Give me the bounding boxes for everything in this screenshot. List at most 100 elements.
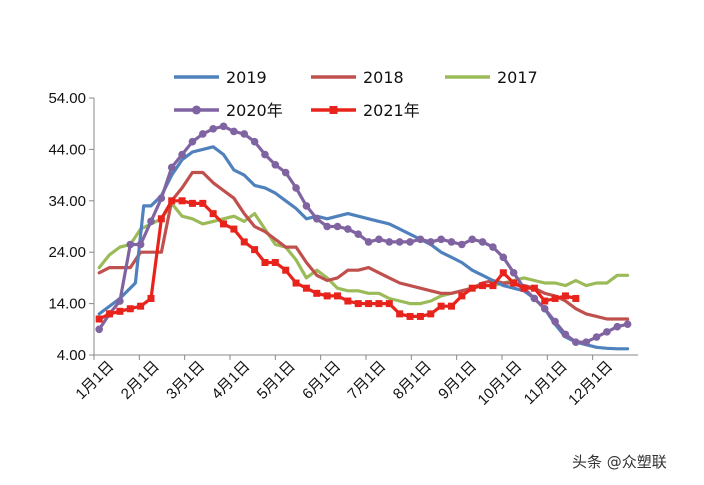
data-point: [489, 243, 497, 251]
data-point: [209, 210, 217, 218]
data-point: [437, 302, 445, 310]
data-point: [178, 197, 186, 205]
data-point: [427, 310, 435, 318]
data-point: [385, 238, 394, 246]
legend-label: 2021年: [363, 101, 420, 120]
data-point: [592, 333, 601, 341]
data-point: [219, 122, 228, 131]
data-point: [116, 297, 124, 305]
y-tick-label: 34.00: [48, 193, 86, 210]
data-point: [541, 297, 549, 305]
data-point: [406, 312, 414, 320]
data-point: [261, 150, 269, 159]
data-point: [344, 297, 352, 305]
data-point: [458, 292, 466, 300]
data-point: [116, 307, 124, 315]
y-tick-label: 44.00: [48, 141, 86, 158]
legend-label: 2017: [497, 68, 538, 87]
data-point: [375, 300, 383, 308]
data-point: [520, 284, 528, 292]
data-point: [613, 322, 622, 331]
data-point: [209, 125, 217, 133]
data-point: [551, 294, 559, 302]
legend-item: 2017: [445, 68, 538, 87]
legend: 2019 2018 2017 2020年 2021年: [174, 68, 538, 120]
series-4: [95, 197, 580, 323]
data-point: [157, 194, 166, 203]
data-point: [416, 312, 424, 320]
data-point: [302, 202, 311, 210]
y-tick-label: 4.00: [57, 347, 86, 364]
data-point: [136, 240, 145, 249]
data-point: [302, 284, 310, 292]
x-tick-label: 7月1日: [344, 358, 389, 403]
data-point: [334, 292, 342, 300]
data-point: [167, 163, 176, 172]
x-tick-label: 1月1日: [72, 358, 117, 403]
series-1: [97, 170, 630, 321]
data-point: [572, 294, 580, 302]
data-point: [250, 137, 259, 146]
series-3: [95, 122, 632, 346]
data-point: [178, 150, 186, 159]
data-point: [458, 240, 466, 249]
data-point: [540, 304, 549, 313]
data-point: [530, 294, 539, 303]
data-point: [126, 305, 134, 313]
data-point: [395, 238, 404, 246]
data-point: [572, 338, 580, 346]
data-point: [323, 222, 331, 231]
x-tick-label: 9月1日: [435, 358, 480, 403]
data-point: [251, 246, 259, 254]
data-point: [95, 325, 103, 334]
data-point: [271, 161, 280, 169]
data-point: [261, 258, 269, 266]
data-point: [292, 184, 300, 192]
data-point: [364, 238, 373, 246]
x-tick-label: 5月1日: [254, 358, 299, 403]
data-point: [220, 220, 228, 228]
legend-marker: [329, 106, 338, 114]
series-0: [97, 145, 630, 351]
data-point: [551, 317, 559, 326]
data-point: [375, 235, 383, 244]
data-point: [230, 127, 238, 136]
data-point: [271, 258, 279, 266]
legend-label: 2019: [226, 68, 267, 87]
data-point: [582, 338, 590, 346]
data-point: [468, 284, 476, 292]
watermark: 头条 @众塑联: [572, 453, 667, 471]
x-tick-label: 2月1日: [118, 358, 163, 403]
data-point: [95, 315, 103, 323]
series-line: [97, 124, 630, 344]
y-tick-label: 54.00: [48, 90, 86, 107]
data-point: [468, 235, 477, 244]
legend-label: 2018: [363, 68, 404, 87]
x-tick-label: 6月1日: [299, 358, 344, 403]
data-point: [147, 294, 155, 302]
data-point: [479, 282, 487, 290]
data-point: [240, 238, 248, 246]
data-point: [509, 268, 518, 277]
data-point: [147, 217, 155, 226]
legend-item: 2021年: [311, 101, 420, 120]
data-point: [199, 130, 207, 138]
data-point: [188, 199, 196, 207]
legend-item: 2020年: [174, 101, 283, 120]
data-point: [282, 266, 290, 274]
series-line: [97, 201, 630, 306]
y-tick-label: 14.00: [48, 296, 86, 313]
data-point: [499, 269, 507, 277]
data-point: [416, 235, 425, 244]
data-point: [354, 300, 362, 308]
data-point: [437, 235, 445, 244]
data-point: [126, 240, 135, 249]
data-point: [489, 282, 497, 290]
data-point: [365, 300, 373, 308]
data-point: [168, 197, 176, 205]
data-point: [447, 302, 455, 310]
data-point: [106, 310, 114, 318]
data-point: [530, 284, 538, 292]
data-point: [623, 320, 632, 328]
